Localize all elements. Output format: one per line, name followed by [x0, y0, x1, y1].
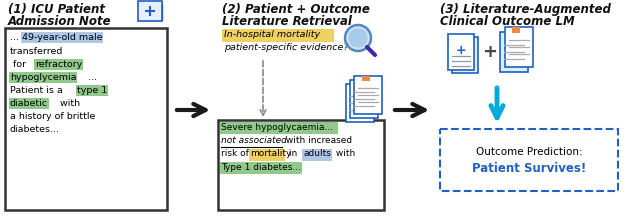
FancyBboxPatch shape	[512, 27, 520, 33]
Text: with: with	[57, 99, 80, 108]
FancyBboxPatch shape	[500, 32, 528, 72]
Text: Admission Note: Admission Note	[8, 15, 111, 28]
Text: Severe hypoglycaemia...: Severe hypoglycaemia...	[221, 123, 333, 132]
Text: patient-specific evidence?: patient-specific evidence?	[224, 43, 348, 52]
Text: +: +	[456, 44, 467, 57]
FancyBboxPatch shape	[440, 129, 618, 191]
Text: not associated: not associated	[221, 136, 287, 145]
Text: transferred: transferred	[10, 47, 63, 56]
FancyBboxPatch shape	[362, 76, 370, 81]
Text: diabetes...: diabetes...	[10, 125, 60, 134]
Text: (2) Patient + Outcome: (2) Patient + Outcome	[222, 3, 370, 16]
FancyBboxPatch shape	[220, 162, 302, 174]
Text: with: with	[333, 149, 355, 158]
Text: Patient is a: Patient is a	[10, 86, 66, 95]
Text: refractory: refractory	[35, 60, 83, 69]
Text: Type 1 diabetes...: Type 1 diabetes...	[221, 163, 301, 172]
FancyBboxPatch shape	[346, 84, 374, 122]
FancyBboxPatch shape	[358, 80, 366, 85]
FancyBboxPatch shape	[507, 32, 515, 38]
Text: adults: adults	[303, 149, 331, 158]
Text: risk of: risk of	[221, 149, 252, 158]
FancyBboxPatch shape	[218, 120, 384, 210]
FancyBboxPatch shape	[144, 4, 162, 20]
Text: for: for	[10, 60, 29, 69]
FancyBboxPatch shape	[354, 76, 382, 114]
FancyBboxPatch shape	[448, 34, 474, 70]
FancyBboxPatch shape	[452, 37, 478, 73]
Text: mortality: mortality	[250, 149, 291, 158]
Circle shape	[349, 29, 367, 47]
Text: in: in	[286, 149, 300, 158]
Text: ...: ...	[10, 33, 19, 42]
FancyBboxPatch shape	[350, 80, 378, 118]
Text: diabetic: diabetic	[10, 99, 48, 108]
Text: In-hospital mortality: In-hospital mortality	[224, 30, 320, 39]
FancyBboxPatch shape	[249, 149, 285, 161]
Text: hypoglycemia: hypoglycemia	[10, 73, 77, 82]
Text: (1) ICU Patient: (1) ICU Patient	[8, 3, 105, 16]
FancyBboxPatch shape	[138, 1, 162, 21]
FancyBboxPatch shape	[220, 122, 338, 134]
FancyBboxPatch shape	[5, 28, 167, 210]
Text: Clinical Outcome LM: Clinical Outcome LM	[440, 15, 575, 28]
Text: type 1: type 1	[77, 86, 108, 95]
Text: Patient Survives!: Patient Survives!	[472, 162, 586, 175]
Text: (3) Literature-Augmented: (3) Literature-Augmented	[440, 3, 611, 16]
FancyBboxPatch shape	[354, 84, 362, 89]
Text: a history of brittle: a history of brittle	[10, 112, 95, 121]
Text: 49-year-old male: 49-year-old male	[22, 33, 102, 42]
FancyBboxPatch shape	[505, 27, 533, 67]
Text: +: +	[483, 43, 497, 61]
FancyBboxPatch shape	[302, 149, 332, 161]
FancyBboxPatch shape	[222, 29, 334, 42]
Text: Outcome Prediction:: Outcome Prediction:	[476, 147, 582, 157]
Circle shape	[345, 25, 371, 51]
Text: Literature Retrieval: Literature Retrieval	[222, 15, 352, 28]
Text: ...: ...	[88, 73, 97, 82]
Text: with increased: with increased	[283, 136, 352, 145]
